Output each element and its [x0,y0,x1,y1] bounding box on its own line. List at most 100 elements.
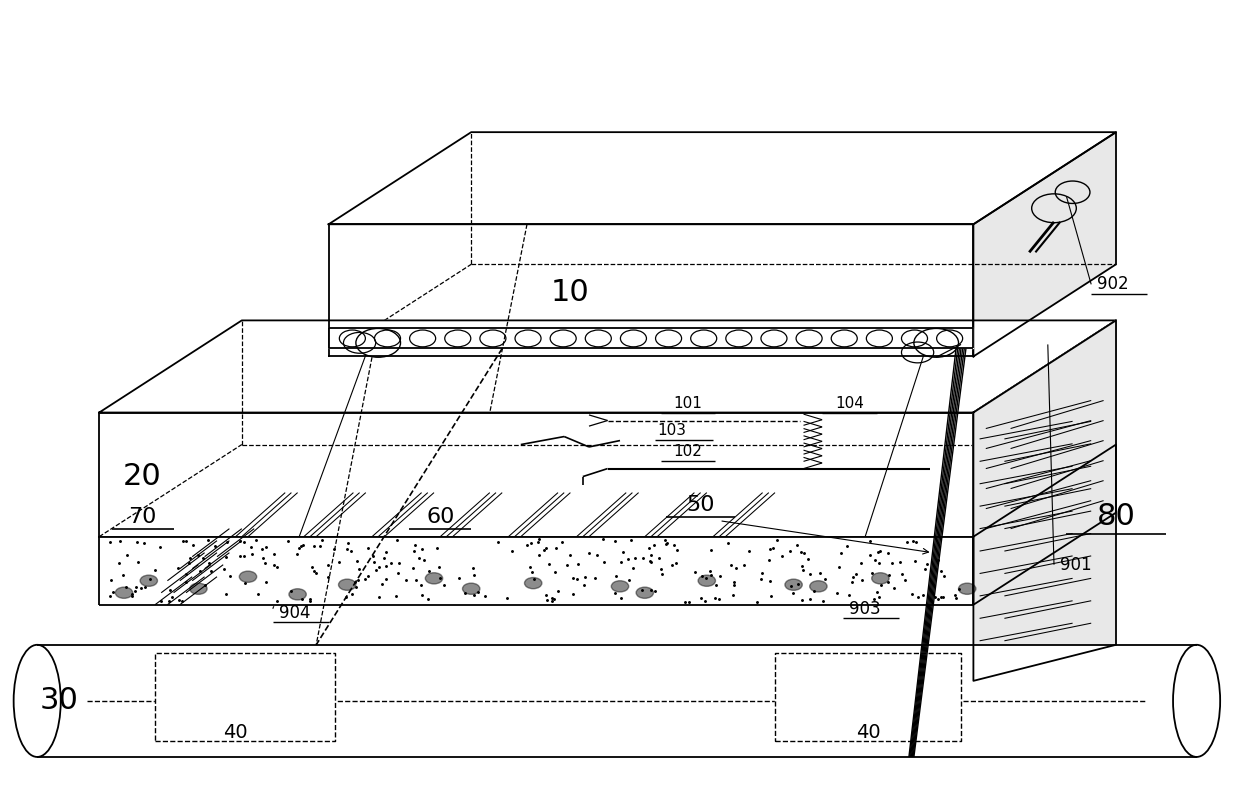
Point [784,586,804,599]
Point [428,542,448,555]
Point [279,535,299,548]
Point [109,557,129,570]
Point [229,550,249,563]
Polygon shape [99,320,1116,413]
Point [546,541,565,554]
Point [868,546,888,559]
Point [675,595,694,608]
Circle shape [785,579,802,590]
Point [293,538,312,551]
Point [198,557,218,570]
Point [300,593,320,606]
Point [879,569,899,582]
Point [649,552,668,565]
Point [319,571,339,584]
Point [159,594,179,607]
Point [172,594,192,607]
Point [267,595,286,608]
Point [869,557,889,570]
Point [696,571,715,584]
Point [543,593,563,606]
Point [100,590,120,603]
Point [117,580,136,593]
Point [794,563,813,576]
Polygon shape [973,445,1116,605]
Point [304,565,324,578]
Polygon shape [329,132,1116,224]
Circle shape [810,581,827,592]
Point [216,587,236,600]
Point [686,566,706,579]
Circle shape [339,579,356,590]
Point [242,541,262,553]
Point [374,552,394,565]
Point [619,574,639,586]
Point [418,593,438,606]
Point [128,536,148,549]
Point [931,564,951,577]
Point [931,591,951,604]
Point [372,578,392,590]
Point [666,557,686,570]
Point [205,539,224,552]
Point [234,550,254,563]
Point [794,546,813,559]
Point [405,574,425,587]
Circle shape [115,587,133,598]
Polygon shape [155,653,335,741]
Point [842,575,862,588]
Point [467,586,487,599]
Point [286,548,306,561]
Text: 904: 904 [279,604,310,622]
Point [655,533,675,546]
Point [574,578,594,591]
Point [665,539,684,552]
Point [184,538,203,551]
Polygon shape [329,328,973,348]
Point [925,590,945,603]
Point [701,568,720,581]
Circle shape [872,573,889,584]
Point [792,560,812,573]
Point [257,541,277,553]
Point [264,559,284,572]
Point [792,594,812,606]
Point [536,541,556,554]
Point [517,538,537,551]
Point [465,589,485,602]
Point [614,545,634,558]
Point [257,575,277,588]
Point [357,570,377,583]
Text: 30: 30 [40,686,79,715]
Point [704,591,724,604]
Point [234,577,254,590]
Point [945,589,965,602]
Point [363,549,383,562]
Point [884,582,904,594]
Point [706,579,725,592]
Point [215,563,234,576]
Point [125,585,145,598]
Text: 101: 101 [673,396,703,411]
Point [520,561,539,574]
Point [528,548,548,561]
Point [918,557,937,570]
Point [718,536,738,549]
Circle shape [959,583,976,594]
Point [281,585,301,598]
Point [816,572,836,585]
Point [839,589,859,602]
Point [358,541,378,554]
Point [751,573,771,586]
Polygon shape [99,413,973,537]
Point [190,565,210,578]
Point [291,592,311,605]
Point [800,593,820,606]
Point [606,570,626,582]
Point [934,570,954,582]
Point [810,567,830,580]
Point [913,589,932,602]
Point [312,533,332,546]
Point [864,593,884,606]
Point [497,591,517,604]
